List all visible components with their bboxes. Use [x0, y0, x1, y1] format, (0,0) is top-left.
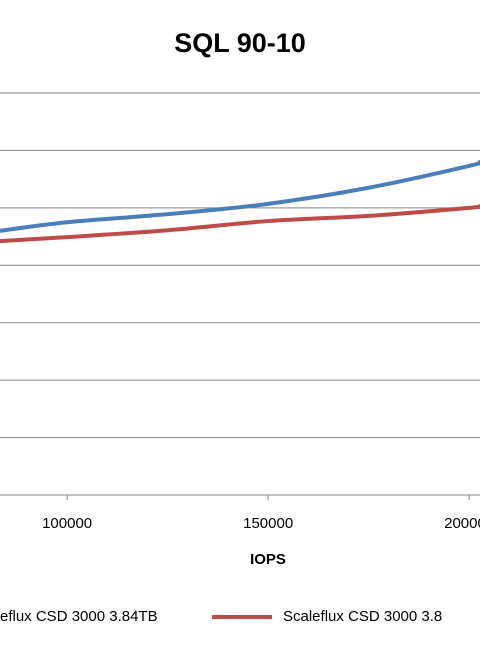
- x-axis-title: IOPS: [250, 551, 286, 568]
- x-tick-label: 200000: [444, 515, 480, 532]
- series-line: [0, 204, 480, 244]
- x-tick-label: 150000: [243, 515, 293, 532]
- x-tick-label: 100000: [42, 515, 92, 532]
- chart-title: SQL 90-10: [174, 28, 306, 58]
- legend-label: Scaleflux CSD 3000 3.8: [283, 608, 442, 625]
- series-line: [0, 159, 480, 233]
- legend-label: eflux CSD 3000 3.84TB: [0, 608, 158, 625]
